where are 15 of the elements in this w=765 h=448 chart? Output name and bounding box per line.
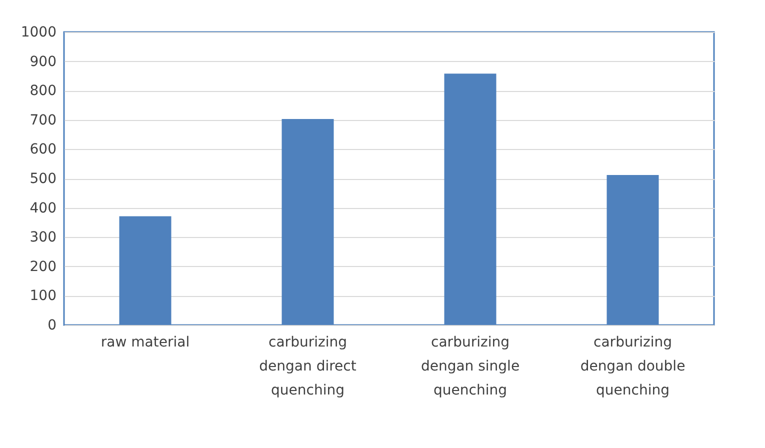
y-tick-label: 700 <box>30 112 56 128</box>
y-tick-label: 600 <box>30 142 56 158</box>
x-tick-label: carburizing dengan direct quenching <box>259 334 357 398</box>
y-tick-label: 900 <box>30 54 56 70</box>
y-tick-label: 400 <box>30 200 56 216</box>
x-tick-label: raw material <box>100 334 190 350</box>
y-tick-label: 200 <box>30 258 56 275</box>
y-tick-label: 500 <box>30 171 56 187</box>
y-tick-label: 300 <box>30 230 56 246</box>
y-tick-label: 0 <box>48 318 56 334</box>
y-tick-label: 1000 <box>20 24 56 40</box>
y-tick-label: 100 <box>30 288 56 304</box>
y-tick-label: 800 <box>30 83 56 100</box>
x-tick-label: carburizing dengan single quenching <box>420 334 520 398</box>
x-tick-label: carburizing dengan double quenching <box>580 334 686 398</box>
